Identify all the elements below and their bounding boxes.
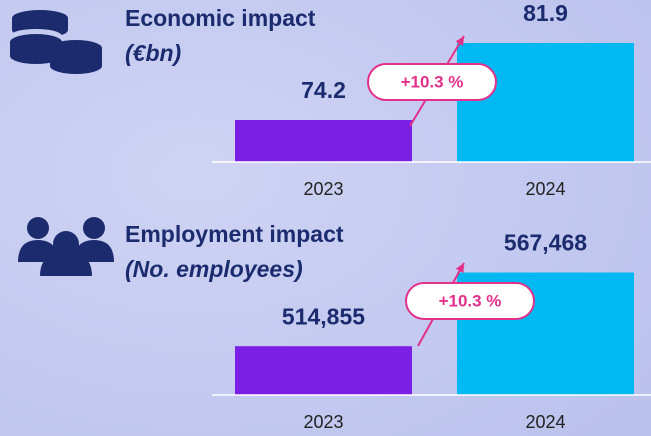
- coins-icon: [10, 10, 102, 74]
- annotation: +10.3 %: [401, 72, 464, 91]
- chart-title: Employment impact: [125, 221, 344, 247]
- annotation-pill: [367, 63, 497, 101]
- chart-subtitle: (No. employees): [125, 256, 303, 282]
- value-label: 567,468: [504, 230, 587, 256]
- bar: [235, 120, 412, 162]
- annotation: +10.3 %: [439, 291, 502, 310]
- x-tick-label: 2024: [525, 179, 565, 199]
- bar: [235, 346, 412, 395]
- arrow-head: [455, 263, 464, 273]
- value-label: 514,855: [282, 303, 365, 329]
- annotation-pill: [405, 282, 535, 320]
- chart-title: Economic impact: [125, 5, 316, 31]
- x-tick-label: 2023: [303, 412, 343, 432]
- value-label: 74.2: [301, 77, 346, 103]
- people-icon: [18, 217, 114, 276]
- x-tick-label: 2023: [303, 179, 343, 199]
- value-label: 81.9: [523, 0, 568, 26]
- x-tick-label: 2024: [525, 412, 565, 432]
- bar: [457, 43, 634, 162]
- arrow-head: [455, 36, 464, 46]
- chart-subtitle: (€bn): [125, 40, 181, 66]
